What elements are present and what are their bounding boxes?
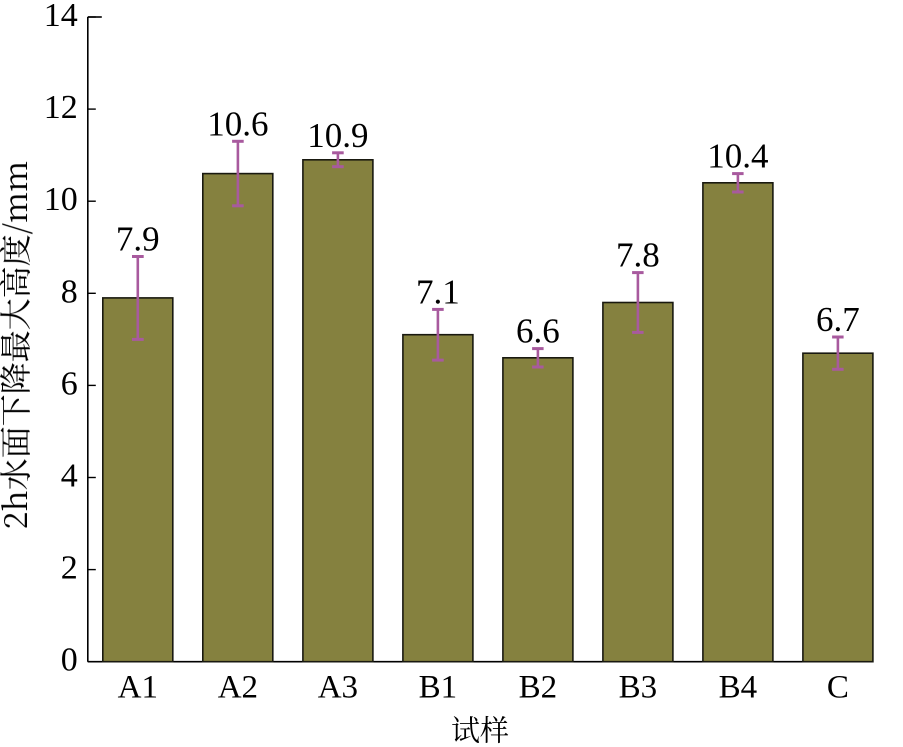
svg-text:B1: B1	[419, 670, 458, 706]
svg-text:7.9: 7.9	[116, 220, 160, 259]
svg-text:8: 8	[61, 273, 78, 310]
svg-text:10: 10	[44, 181, 78, 218]
svg-text:6.6: 6.6	[516, 312, 560, 351]
svg-text:10.9: 10.9	[307, 116, 368, 155]
svg-text:14: 14	[44, 0, 78, 34]
svg-text:A1: A1	[118, 670, 158, 706]
svg-text:10.4: 10.4	[707, 137, 768, 176]
svg-text:0: 0	[61, 642, 78, 679]
svg-text:B3: B3	[619, 670, 658, 706]
svg-text:A3: A3	[318, 670, 358, 706]
svg-text:10.6: 10.6	[207, 104, 268, 143]
svg-text:2: 2	[61, 550, 78, 587]
svg-text:B2: B2	[519, 670, 558, 706]
svg-text:7.1: 7.1	[416, 272, 460, 311]
svg-text:4: 4	[61, 458, 78, 495]
svg-text:12: 12	[44, 89, 78, 126]
svg-text:A2: A2	[218, 670, 258, 706]
svg-text:7.8: 7.8	[616, 236, 660, 275]
svg-text:6: 6	[61, 365, 78, 402]
svg-text:6.7: 6.7	[816, 300, 860, 339]
svg-text:C: C	[827, 670, 849, 706]
svg-text:B4: B4	[719, 670, 758, 706]
